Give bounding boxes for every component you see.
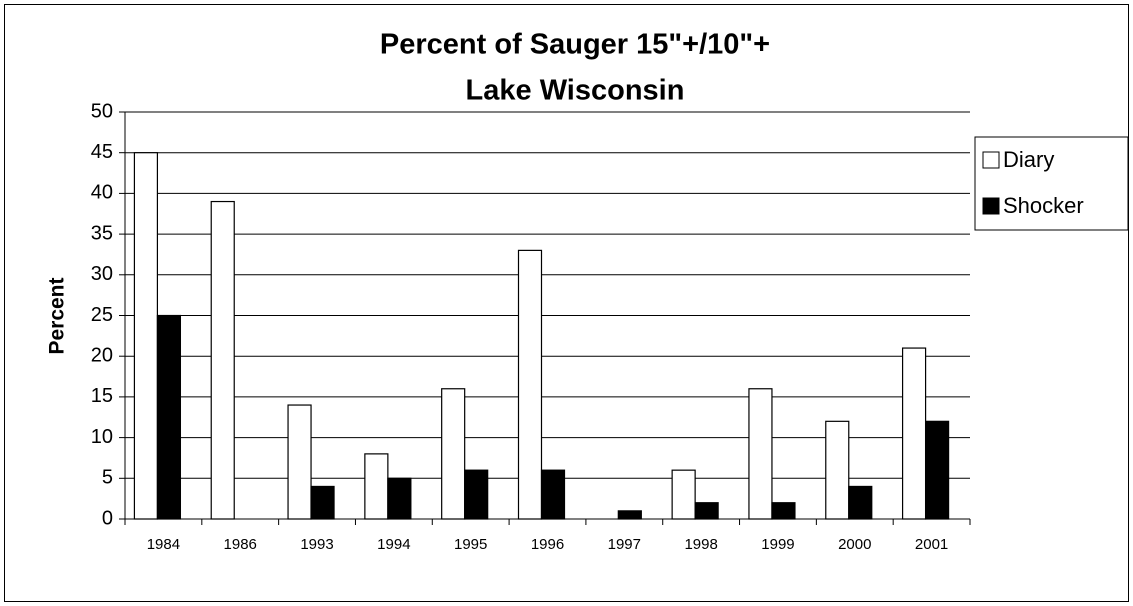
legend-label: Diary bbox=[1003, 147, 1054, 172]
x-tick-label: 1995 bbox=[454, 536, 487, 553]
bar bbox=[364, 453, 389, 520]
y-tick-label: 25 bbox=[91, 304, 113, 326]
bar bbox=[924, 420, 950, 520]
bar bbox=[387, 477, 412, 520]
bar bbox=[771, 502, 796, 520]
x-tick-label: 1999 bbox=[761, 536, 794, 553]
chart-title: Percent of Sauger 15"+/10"+ bbox=[380, 29, 770, 61]
y-tick-label: 10 bbox=[91, 426, 113, 448]
x-tick-label: 2001 bbox=[915, 536, 948, 553]
bar bbox=[901, 347, 927, 520]
y-tick-label: 20 bbox=[91, 344, 113, 366]
bar bbox=[464, 469, 489, 520]
bar bbox=[517, 249, 543, 520]
bar bbox=[156, 314, 182, 520]
y-tick-label: 0 bbox=[102, 507, 113, 529]
y-tick-label: 35 bbox=[91, 222, 113, 244]
legend-swatch bbox=[982, 197, 1000, 215]
x-tick-label: 1997 bbox=[608, 536, 641, 553]
legend-label: Shocker bbox=[1003, 193, 1084, 218]
y-tick-label: 40 bbox=[91, 182, 113, 204]
bar bbox=[133, 152, 159, 520]
y-tick-label: 45 bbox=[91, 141, 113, 163]
y-tick-label: 5 bbox=[102, 467, 113, 489]
bar bbox=[694, 502, 719, 520]
bar bbox=[671, 469, 696, 520]
x-tick-label: 2000 bbox=[838, 536, 871, 553]
x-tick-label: 1984 bbox=[147, 536, 180, 553]
chart-title: Lake Wisconsin bbox=[466, 75, 685, 107]
legend-swatch bbox=[982, 151, 1000, 169]
y-tick-label: 50 bbox=[91, 100, 113, 122]
bar bbox=[617, 510, 642, 520]
x-tick-label: 1998 bbox=[684, 536, 717, 553]
bar bbox=[210, 200, 235, 520]
bar bbox=[287, 404, 312, 520]
x-tick-label: 1993 bbox=[300, 536, 333, 553]
x-tick-label: 1996 bbox=[531, 536, 564, 553]
x-tick-label: 1986 bbox=[224, 536, 257, 553]
legend-box bbox=[974, 136, 1129, 231]
y-tick-label: 15 bbox=[91, 385, 113, 407]
y-tick-label: 30 bbox=[91, 263, 113, 285]
x-tick-label: 1994 bbox=[377, 536, 410, 553]
bar bbox=[441, 388, 466, 520]
bar bbox=[310, 485, 335, 520]
bar bbox=[848, 485, 873, 520]
bar bbox=[540, 469, 566, 520]
y-axis-label: Percent bbox=[46, 277, 69, 354]
bar bbox=[748, 388, 773, 520]
bar bbox=[825, 420, 850, 520]
